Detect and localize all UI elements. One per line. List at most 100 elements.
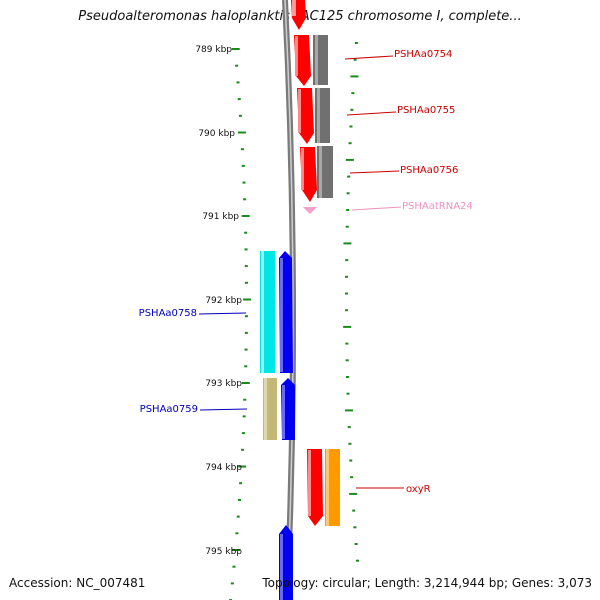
scale-tick-minor-right	[350, 108, 354, 111]
scale-tick-minor-right	[353, 58, 357, 61]
scale-tick-minor-left	[232, 565, 236, 568]
gene-gray-track[interactable]	[313, 35, 333, 198]
scale-ticks-left	[229, 48, 251, 600]
gene-PSHAatRNA24-shape[interactable]	[303, 207, 317, 214]
gene-PSHAa0756-shape[interactable]	[300, 147, 317, 202]
scale-label-791: 791 kbp	[202, 212, 239, 222]
scale-tick-minor-right	[345, 309, 349, 312]
scale-tick-minor-right	[351, 92, 355, 95]
scale-tick-major-left	[237, 131, 246, 134]
scale-label-792: 792 kbp	[205, 296, 242, 306]
scale-tick-minor-left	[236, 515, 240, 518]
scale-tick-minor-right	[346, 376, 350, 378]
scale-tick-major-left	[241, 215, 250, 217]
scale-label-789: 789 kbp	[195, 45, 232, 55]
scale-tick-minor-right	[348, 442, 352, 445]
gene-label-PSHAa0758[interactable]: PSHAa0758	[139, 308, 197, 319]
accession-text: Accession: NC_007481	[9, 576, 146, 590]
scale-tick-major-right	[343, 242, 352, 245]
scale-tick-major-right	[350, 75, 359, 78]
scale-tick-minor-left	[244, 365, 248, 368]
scale-tick-minor-left	[244, 331, 248, 334]
scale-labels: 789 kbp 790 kbp 791 kbp 792 kbp 793 kbp …	[195, 45, 242, 557]
scale-tick-minor-left	[244, 315, 248, 318]
scale-tick-minor-right	[347, 175, 351, 178]
scale-tick-major-right	[345, 409, 354, 412]
scale-tick-minor-right	[354, 42, 358, 44]
scale-tick-major-right	[349, 492, 358, 495]
scale-tick-minor-left	[242, 181, 246, 184]
scale-tick-minor-right	[346, 209, 350, 211]
scale-tick-minor-left	[235, 532, 239, 535]
scale-tick-minor-left	[244, 231, 248, 234]
gene-blue-1-shape[interactable]	[279, 251, 293, 373]
gene-label-oxyR[interactable]: oxyR	[406, 484, 431, 495]
scale-tick-minor-left	[244, 265, 248, 268]
gene-PSHAa0755-shape[interactable]	[297, 88, 314, 144]
gene-label-PSHAatRNA24[interactable]: PSHAatRNA24	[402, 201, 473, 212]
leader-lines	[198, 55, 404, 489]
scale-tick-minor-right	[346, 392, 350, 395]
scale-tick-minor-left	[237, 498, 241, 501]
scale-ticks-right	[343, 42, 359, 562]
scale-label-793: 793 kbp	[205, 379, 242, 389]
gene-PSHAa0758-shape[interactable]	[260, 251, 275, 373]
gene-orange-shape[interactable]	[325, 449, 340, 526]
scale-tick-minor-left	[244, 348, 248, 351]
gene-PSHAa0759-shape[interactable]	[263, 378, 277, 440]
scale-tick-minor-right	[345, 292, 349, 295]
scale-tick-minor-right	[345, 225, 349, 228]
scale-tick-minor-left	[241, 448, 245, 451]
scale-tick-minor-right	[355, 559, 359, 562]
scale-tick-minor-right	[353, 526, 357, 529]
scale-tick-minor-right	[345, 275, 349, 278]
scale-tick-major-right	[343, 325, 352, 328]
scale-tick-minor-left	[237, 98, 241, 101]
scale-tick-minor-left	[240, 148, 244, 151]
scale-tick-minor-left	[244, 281, 248, 284]
scale-tick-minor-right	[349, 125, 353, 128]
scale-tick-minor-right	[345, 359, 349, 362]
scale-tick-major-left	[231, 48, 240, 50]
gene-label-PSHAa0755[interactable]: PSHAa0755	[397, 105, 455, 116]
scale-tick-minor-left	[242, 415, 246, 418]
scale-tick-major-left	[238, 465, 247, 468]
scale-tick-minor-right	[349, 459, 353, 462]
scale-tick-minor-right	[345, 259, 349, 262]
scale-tick-major-left	[242, 298, 251, 301]
scale-tick-minor-left	[238, 114, 242, 117]
gene-blue-bottom-shape[interactable]	[279, 525, 293, 600]
scale-tick-minor-left	[236, 81, 240, 84]
scale-tick-minor-right	[346, 192, 350, 195]
gene-PSHAa0754-shape[interactable]	[294, 35, 311, 86]
scale-label-790: 790 kbp	[198, 129, 235, 139]
scale-tick-minor-left	[241, 164, 245, 167]
scale-tick-minor-left	[243, 198, 247, 201]
gene-partial-top-highlight	[292, 0, 296, 16]
scale-tick-major-left	[231, 549, 240, 551]
scale-tick-minor-right	[345, 342, 349, 345]
scale-tick-minor-left	[243, 398, 247, 401]
chromosome-backbone-highlight	[284, 0, 294, 600]
scale-tick-minor-right	[354, 543, 358, 545]
scale-tick-minor-right	[347, 426, 351, 429]
gene-label-PSHAa0754[interactable]: PSHAa0754	[394, 49, 452, 60]
scale-tick-minor-left	[235, 64, 239, 67]
scale-tick-minor-right	[352, 509, 356, 512]
gene-blue-2-shape[interactable]	[281, 378, 295, 440]
gene-oxyR-shape[interactable]	[307, 449, 323, 526]
gene-label-PSHAa0756[interactable]: PSHAa0756	[400, 165, 458, 176]
gene-label-PSHAa0759[interactable]: PSHAa0759	[140, 404, 198, 415]
scale-tick-minor-left	[241, 432, 245, 435]
scale-tick-minor-right	[350, 476, 354, 479]
scale-tick-minor-right	[348, 142, 352, 145]
gene-labels: PSHAa0754 PSHAa0755 PSHAa0756 PSHAatRNA2…	[139, 49, 473, 495]
scale-tick-minor-left	[244, 248, 248, 251]
scale-label-794: 794 kbp	[205, 463, 242, 473]
topology-summary: Topology: circular; Length: 3,214,944 bp…	[262, 576, 592, 590]
scale-tick-major-right	[345, 158, 354, 161]
scale-label-795: 795 kbp	[205, 547, 242, 557]
scale-tick-minor-left	[239, 482, 243, 485]
